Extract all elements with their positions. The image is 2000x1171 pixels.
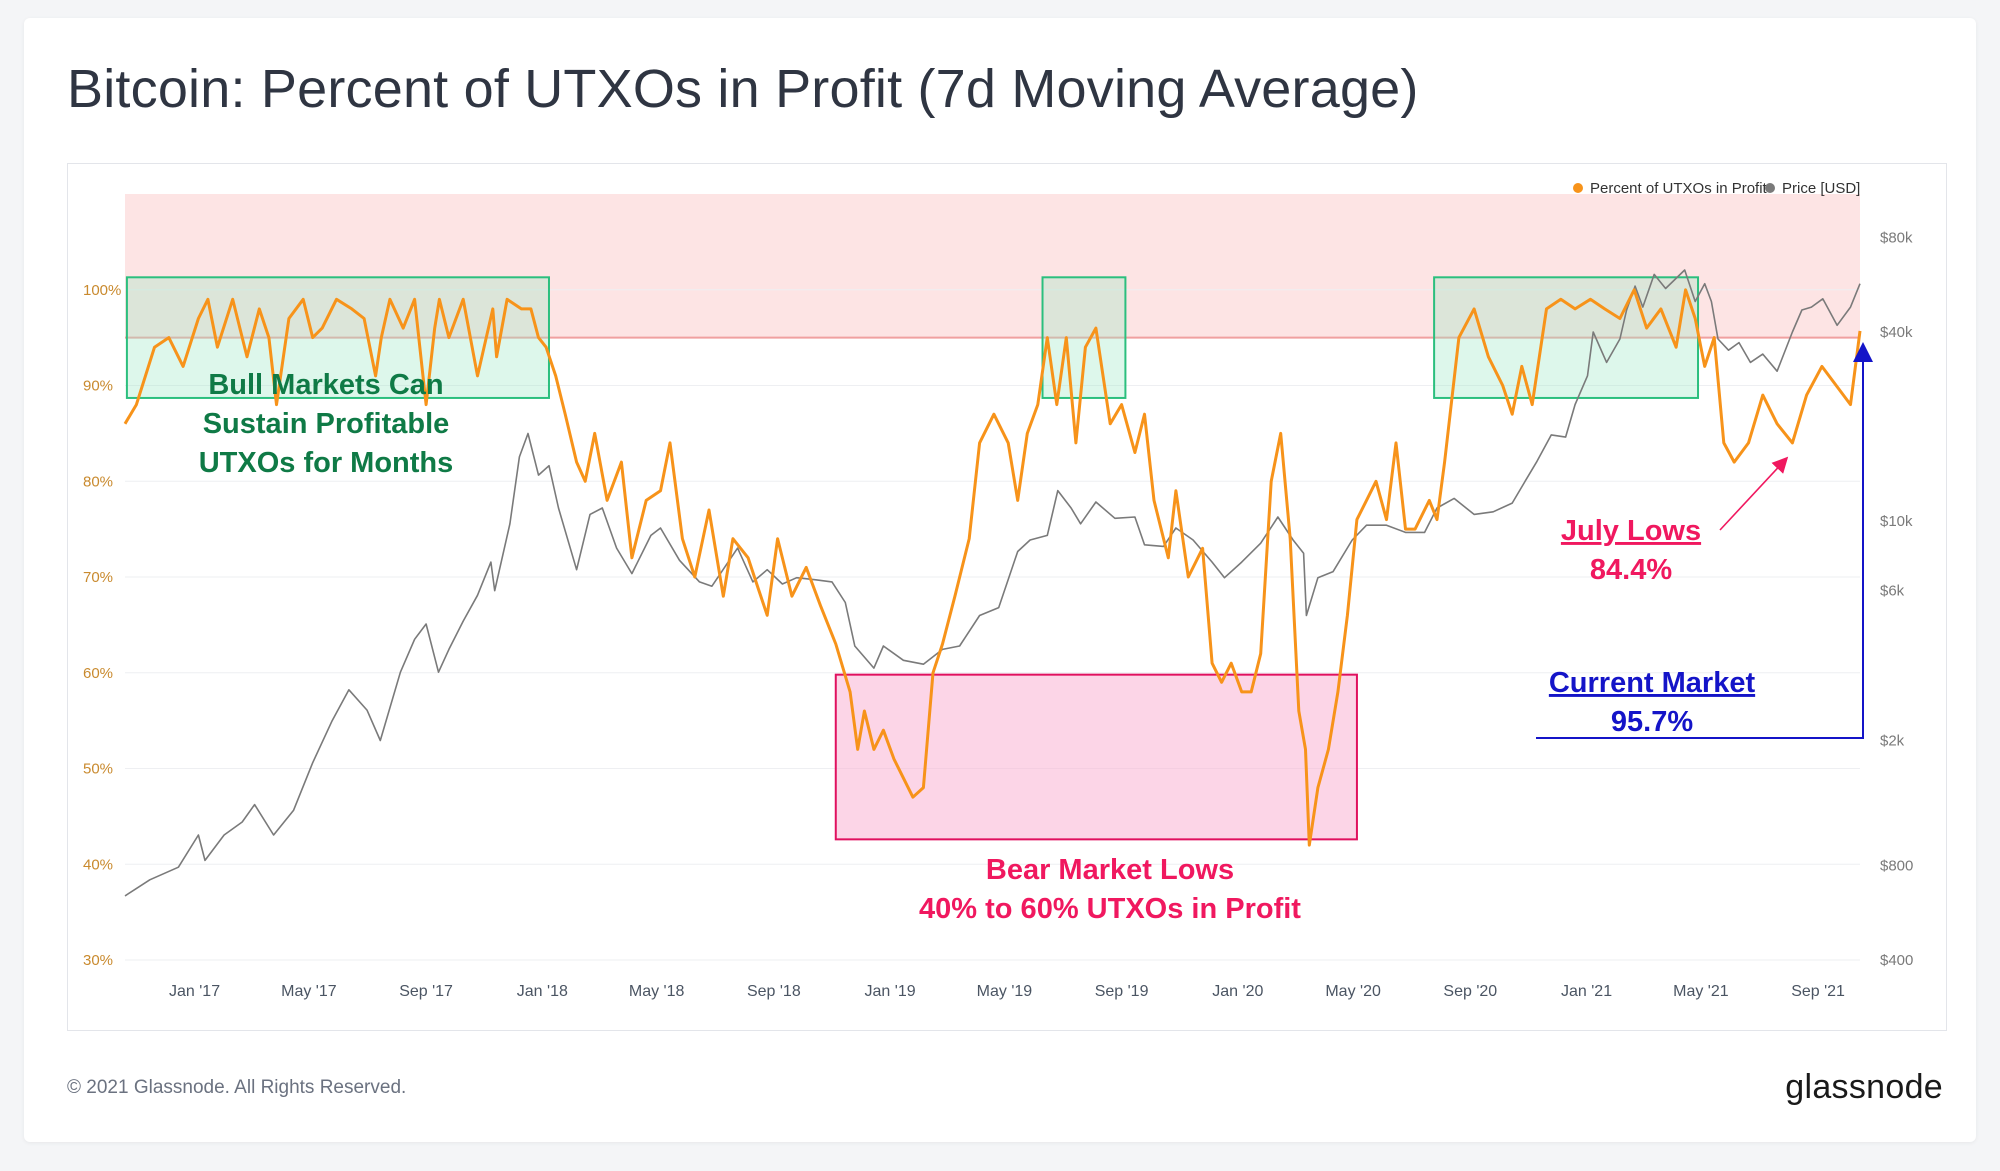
bull-market-box [125, 276, 550, 399]
bull-annotation-text: Sustain Profitable [203, 408, 450, 440]
y-left-tick-label: 50% [83, 761, 113, 778]
bull-annotation-text: Bull Markets Can [208, 369, 443, 401]
current-market-text: Current Market [1549, 667, 1756, 699]
y-right-tick-label: $40k [1880, 324, 1913, 341]
bull-market-box [1041, 276, 1127, 399]
glassnode-logo: glassnode [1785, 1068, 1943, 1106]
current-market-arrow [1536, 342, 1873, 739]
july-lows-arrow [1719, 456, 1789, 531]
legend-price-label: Price [USD] [1782, 180, 1860, 197]
bear-annotation-text: 40% to 60% UTXOs in Profit [919, 893, 1301, 925]
copyright-footer: © 2021 Glassnode. All Rights Reserved. [67, 1077, 407, 1098]
x-tick-label: Sep '17 [399, 983, 453, 1000]
y-left-tick-label: 40% [83, 856, 113, 873]
july-lows-text: July Lows [1561, 515, 1701, 547]
y-right-tick-label: $400 [1880, 952, 1913, 969]
high-profit-zone [125, 194, 1860, 338]
profit-series-line [123, 288, 1862, 847]
y-right-tick-label: $2k [1880, 733, 1905, 750]
x-tick-label: Jan '21 [1561, 983, 1612, 1000]
y-left-tick-label: 80% [83, 473, 113, 490]
x-tick-label: May '17 [281, 983, 337, 1000]
x-tick-label: Jan '17 [169, 983, 220, 1000]
chart-canvas: 30% 40% 50% 60% 70% 80% 90% 100% $400 $800 $2k $6k $… [83, 180, 1913, 1000]
current-market-text: 95.7% [1611, 706, 1693, 738]
x-tick-label: Jan '19 [865, 983, 916, 1000]
x-tick-label: Sep '18 [747, 983, 801, 1000]
x-tick-label: May '19 [977, 983, 1033, 1000]
bull-market-box [1433, 276, 1700, 399]
page-title: Bitcoin: Percent of UTXOs in Profit (7d … [67, 59, 1419, 119]
x-tick-label: Sep '20 [1443, 983, 1497, 1000]
price-series-line [124, 269, 1861, 897]
legend-price-marker [1765, 183, 1775, 193]
y-left-tick-label: 60% [83, 665, 113, 682]
chart-panel: 30% 40% 50% 60% 70% 80% 90% 100% $400 $800 $2k $6k $… [67, 163, 1947, 1031]
y-left-tick-label: 70% [83, 569, 113, 586]
x-tick-label: Sep '19 [1095, 983, 1149, 1000]
y-left-tick-label: 30% [83, 952, 113, 969]
y-right-tick-label: $10k [1880, 513, 1913, 530]
x-tick-label: May '20 [1325, 983, 1381, 1000]
x-tick-label: Jan '18 [517, 983, 568, 1000]
x-tick-label: May '21 [1673, 983, 1729, 1000]
legend-profit-marker [1573, 183, 1583, 193]
bull-annotation-text: UTXOs for Months [199, 447, 454, 479]
y-left-tick-label: 100% [83, 282, 121, 299]
y-right-tick-label: $6k [1880, 583, 1905, 600]
bear-market-box [834, 673, 1358, 841]
y-right-tick-label: $800 [1880, 857, 1913, 874]
july-lows-text: 84.4% [1590, 554, 1672, 586]
y-left-tick-label: 90% [83, 378, 113, 395]
x-tick-label: Jan '20 [1212, 983, 1263, 1000]
legend-profit-label: Percent of UTXOs in Profit [1590, 180, 1768, 197]
x-tick-label: May '18 [629, 983, 685, 1000]
x-tick-label: Sep '21 [1791, 983, 1845, 1000]
y-right-tick-label: $80k [1880, 229, 1913, 246]
bear-annotation-text: Bear Market Lows [986, 854, 1234, 886]
